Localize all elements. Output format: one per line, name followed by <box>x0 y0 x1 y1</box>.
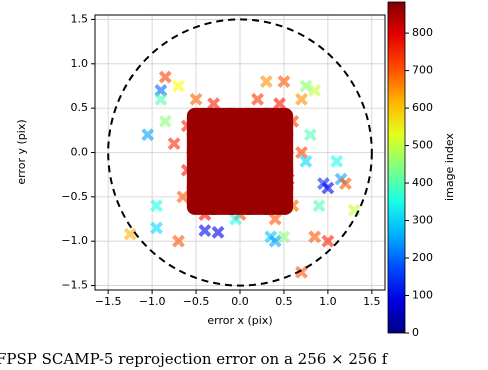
point <box>308 83 322 97</box>
x-tick-label: 0.0 <box>231 295 249 308</box>
y-tick-label: 1.0 <box>71 57 89 70</box>
point <box>167 137 181 151</box>
point <box>330 154 344 168</box>
point <box>172 234 185 248</box>
point <box>158 70 172 84</box>
point <box>277 75 291 88</box>
point <box>295 265 308 279</box>
point <box>273 97 286 111</box>
point <box>299 154 313 168</box>
point <box>295 92 308 106</box>
point <box>141 128 155 142</box>
colorbar <box>387 1 406 334</box>
plot-frame <box>94 14 386 291</box>
colorbar-tick-label: 300 <box>412 214 433 227</box>
point <box>189 92 203 106</box>
point <box>303 128 317 142</box>
x-tick-label: −0.5 <box>183 295 210 308</box>
point <box>268 212 282 226</box>
reference-circle <box>107 18 373 287</box>
point <box>295 146 308 159</box>
point <box>259 75 273 88</box>
y-tick-label: 1.5 <box>71 12 89 25</box>
point <box>277 230 291 244</box>
colorbar-tick-label: 600 <box>412 101 433 114</box>
point <box>229 212 243 226</box>
point <box>312 199 326 213</box>
point <box>150 221 163 235</box>
point <box>308 230 322 244</box>
y-tick-label: 0.5 <box>71 101 89 114</box>
caption: FPSP SCAMP-5 reprojection error on a 256… <box>0 350 389 368</box>
x-tick-label: −1.5 <box>95 295 122 308</box>
colorbar-tick-label: 0 <box>412 326 419 339</box>
point <box>251 92 264 106</box>
colorbar-tick-label: 800 <box>412 26 433 39</box>
point <box>123 227 137 241</box>
y-tick-label: 0.0 <box>71 146 89 159</box>
y-tick-label: −0.5 <box>61 190 88 203</box>
colorbar-tick-label: 200 <box>412 251 433 264</box>
point <box>257 107 294 144</box>
x-tick-label: 1.0 <box>319 295 337 308</box>
colorbar-tick-label: 400 <box>412 176 433 189</box>
colorbar-label: image index <box>443 133 456 201</box>
point <box>198 224 212 237</box>
y-tick-label: −1.5 <box>61 279 88 292</box>
point <box>321 234 335 248</box>
x-tick-label: −1.0 <box>139 295 166 308</box>
point <box>299 79 313 93</box>
point <box>172 79 185 93</box>
point <box>154 92 168 106</box>
point <box>207 97 221 111</box>
colorbar-tick-label: 100 <box>412 289 433 302</box>
point <box>268 234 282 248</box>
point <box>158 115 172 128</box>
point <box>150 199 163 213</box>
y-axis-label: error y (pix) <box>15 119 28 184</box>
x-tick-label: 1.5 <box>363 295 381 308</box>
point <box>176 190 190 204</box>
x-axis-label: error x (pix) <box>207 314 272 327</box>
y-tick-label: −1.0 <box>61 234 88 247</box>
x-tick-label: 0.5 <box>275 295 293 308</box>
colorbar-tick-label: 700 <box>412 64 433 77</box>
colorbar-tick-label: 500 <box>412 139 433 152</box>
point <box>321 181 335 195</box>
point <box>339 177 352 190</box>
point <box>211 225 225 239</box>
